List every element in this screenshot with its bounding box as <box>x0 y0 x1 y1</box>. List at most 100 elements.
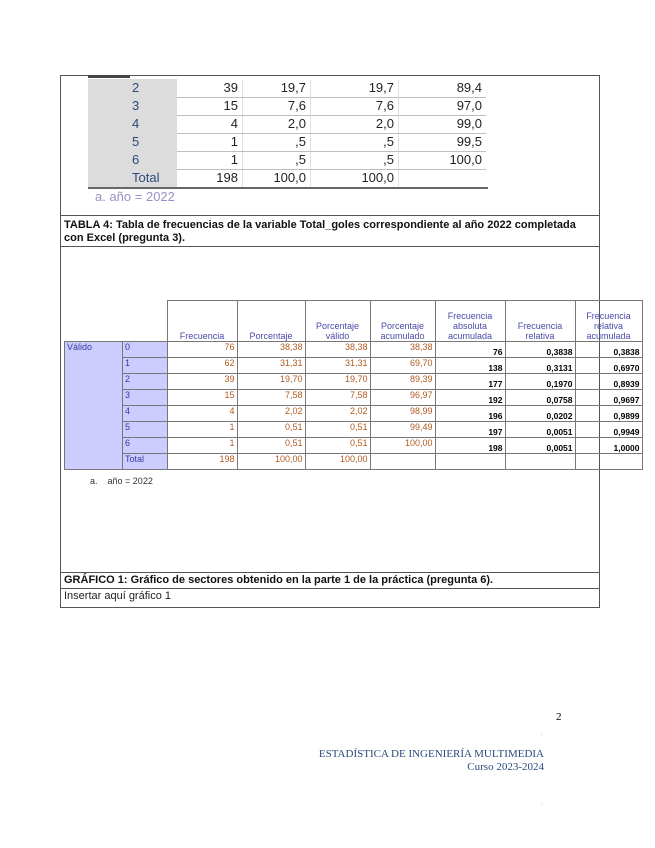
cell-acumulado: 99,0 <box>398 116 486 134</box>
cell-fra: 0,8939 <box>574 373 643 390</box>
cell-f: 15 <box>166 389 238 406</box>
table-row: 5 1 0,51 0,51 99,49 197 0,0051 0,9949 <box>65 421 643 438</box>
cell-p: 0,51 <box>236 437 306 454</box>
row-label: 1 <box>122 357 168 374</box>
footer-dot: . <box>541 801 543 807</box>
cell-porcentaje: 7,6 <box>242 98 311 116</box>
group-label: Válido <box>64 341 123 470</box>
footer-title: ESTADÍSTICA DE INGENIERÍA MULTIMEDIA <box>318 748 544 760</box>
column-header: Porcentaje válido <box>304 300 371 342</box>
cell-pa: 96,97 <box>369 389 436 406</box>
footer-course: Curso 2023-2024 <box>467 761 544 773</box>
cell-porcentaje: ,5 <box>242 152 311 170</box>
tabla4-caption: TABLA 4: Tabla de frecuencias de la vari… <box>64 219 576 244</box>
cell-pa: 89,39 <box>369 373 436 390</box>
row-label: 2 <box>132 80 140 95</box>
excel-frequency-table: Frecuencia Porcentaje Porcentaje válido Por… <box>64 300 643 470</box>
row-label: 4 <box>132 116 140 131</box>
footnote-marker: a. <box>90 476 98 486</box>
cell-fr: 0,3131 <box>504 357 576 374</box>
cell-fr: 0,0051 <box>504 421 576 438</box>
cell-f: 198 <box>166 453 238 470</box>
cell-fra <box>574 453 643 470</box>
cell-pv: 31,31 <box>304 357 371 374</box>
row-label: 3 <box>132 98 140 113</box>
cell-fr: 0,0051 <box>504 437 576 454</box>
cell-faa: 196 <box>434 405 506 422</box>
cell-pa: 100,00 <box>369 437 436 454</box>
grafico1-placeholder[interactable]: Insertar aquí gráfico 1 <box>64 590 172 602</box>
column-header: Porcentaje acumulado <box>369 300 436 342</box>
cell-fra: 0,9899 <box>574 405 643 422</box>
cell-acumulado: 100,0 <box>398 152 486 170</box>
cell-fra: 0,9949 <box>574 421 643 438</box>
column-header: Porcentaje <box>236 300 306 342</box>
divider <box>60 588 600 589</box>
column-header: Frecuencia relativa <box>504 300 576 342</box>
cell-p: 0,51 <box>236 421 306 438</box>
divider <box>60 246 600 247</box>
table-row: 3 15 7,58 7,58 96,97 192 0,0758 0,9697 <box>65 389 643 406</box>
cell-pv: 38,38 <box>304 341 371 358</box>
cell-f: 1 <box>166 437 238 454</box>
cell-pv: 0,51 <box>304 421 371 438</box>
cell-pa <box>369 453 436 470</box>
table-row: 6 1 0,51 0,51 100,00 198 0,0051 1,0000 <box>65 437 643 454</box>
table-row: 3 15 7,6 7,6 97,0 <box>88 97 488 116</box>
cell-valido: 19,7 <box>310 80 399 98</box>
column-header: Frecuencia relativa acumulada <box>574 300 643 342</box>
cell-fra: 0,6970 <box>574 357 643 374</box>
row-label: 0 <box>122 341 168 358</box>
cell-frecuencia: 1 <box>177 152 243 170</box>
cell-valido: 7,6 <box>310 98 399 116</box>
table-row: 6 1,5,5 100,0 <box>88 151 488 170</box>
cell-acumulado: 89,4 <box>398 80 486 98</box>
cell-porcentaje: 19,7 <box>242 80 311 98</box>
row-label: 2 <box>122 373 168 390</box>
table-row: Total 198 100,0 100,0 <box>88 169 488 188</box>
table-row: 4 4 2,0 2,0 99,0 <box>88 115 488 134</box>
cell-fr: 0,3838 <box>504 341 576 358</box>
cell-pa: 38,38 <box>369 341 436 358</box>
row-label: 5 <box>122 421 168 438</box>
cell-pv: 0,51 <box>304 437 371 454</box>
row-label: 6 <box>132 152 140 167</box>
cell-faa: 177 <box>434 373 506 390</box>
cell-pv: 100,00 <box>304 453 371 470</box>
column-header: Frecuencia <box>166 300 238 342</box>
cell-f: 62 <box>166 357 238 374</box>
cell-f: 4 <box>166 405 238 422</box>
cell-porcentaje: 2,0 <box>242 116 311 134</box>
cell-fr: 0,1970 <box>504 373 576 390</box>
cell-valido: 100,0 <box>310 170 399 188</box>
cell-valido: ,5 <box>310 134 399 152</box>
cell-f: 1 <box>166 421 238 438</box>
cell-fr <box>504 453 576 470</box>
cell-f: 39 <box>166 373 238 390</box>
page-number: 2 <box>556 711 562 723</box>
cell-valido: 2,0 <box>310 116 399 134</box>
cell-p: 38,38 <box>236 341 306 358</box>
cell-acumulado <box>398 170 486 188</box>
cell-fr: 0,0202 <box>504 405 576 422</box>
cell-faa <box>434 453 506 470</box>
row-label: 5 <box>132 134 140 149</box>
excel-footnote: a. año = 2022 <box>90 476 153 486</box>
cell-p: 19,70 <box>236 373 306 390</box>
cell-p: 7,58 <box>236 389 306 406</box>
row-label: Total <box>122 453 168 470</box>
cell-p: 100,00 <box>236 453 306 470</box>
table-row: 4 4 2,02 2,02 98,99 196 0,0202 0,9899 <box>65 405 643 422</box>
cell-faa: 197 <box>434 421 506 438</box>
cell-p: 2,02 <box>236 405 306 422</box>
cell-p: 31,31 <box>236 357 306 374</box>
cell-fra: 0,3838 <box>574 341 643 358</box>
cell-fra: 0,9697 <box>574 389 643 406</box>
divider <box>60 572 600 573</box>
cell-frecuencia: 15 <box>177 98 243 116</box>
cell-fr: 0,0758 <box>504 389 576 406</box>
cell-faa: 76 <box>434 341 506 358</box>
table-row: 2 39 19,70 19,70 89,39 177 0,1970 0,8939 <box>65 373 643 390</box>
footnote-text: año = 2022 <box>107 476 153 486</box>
